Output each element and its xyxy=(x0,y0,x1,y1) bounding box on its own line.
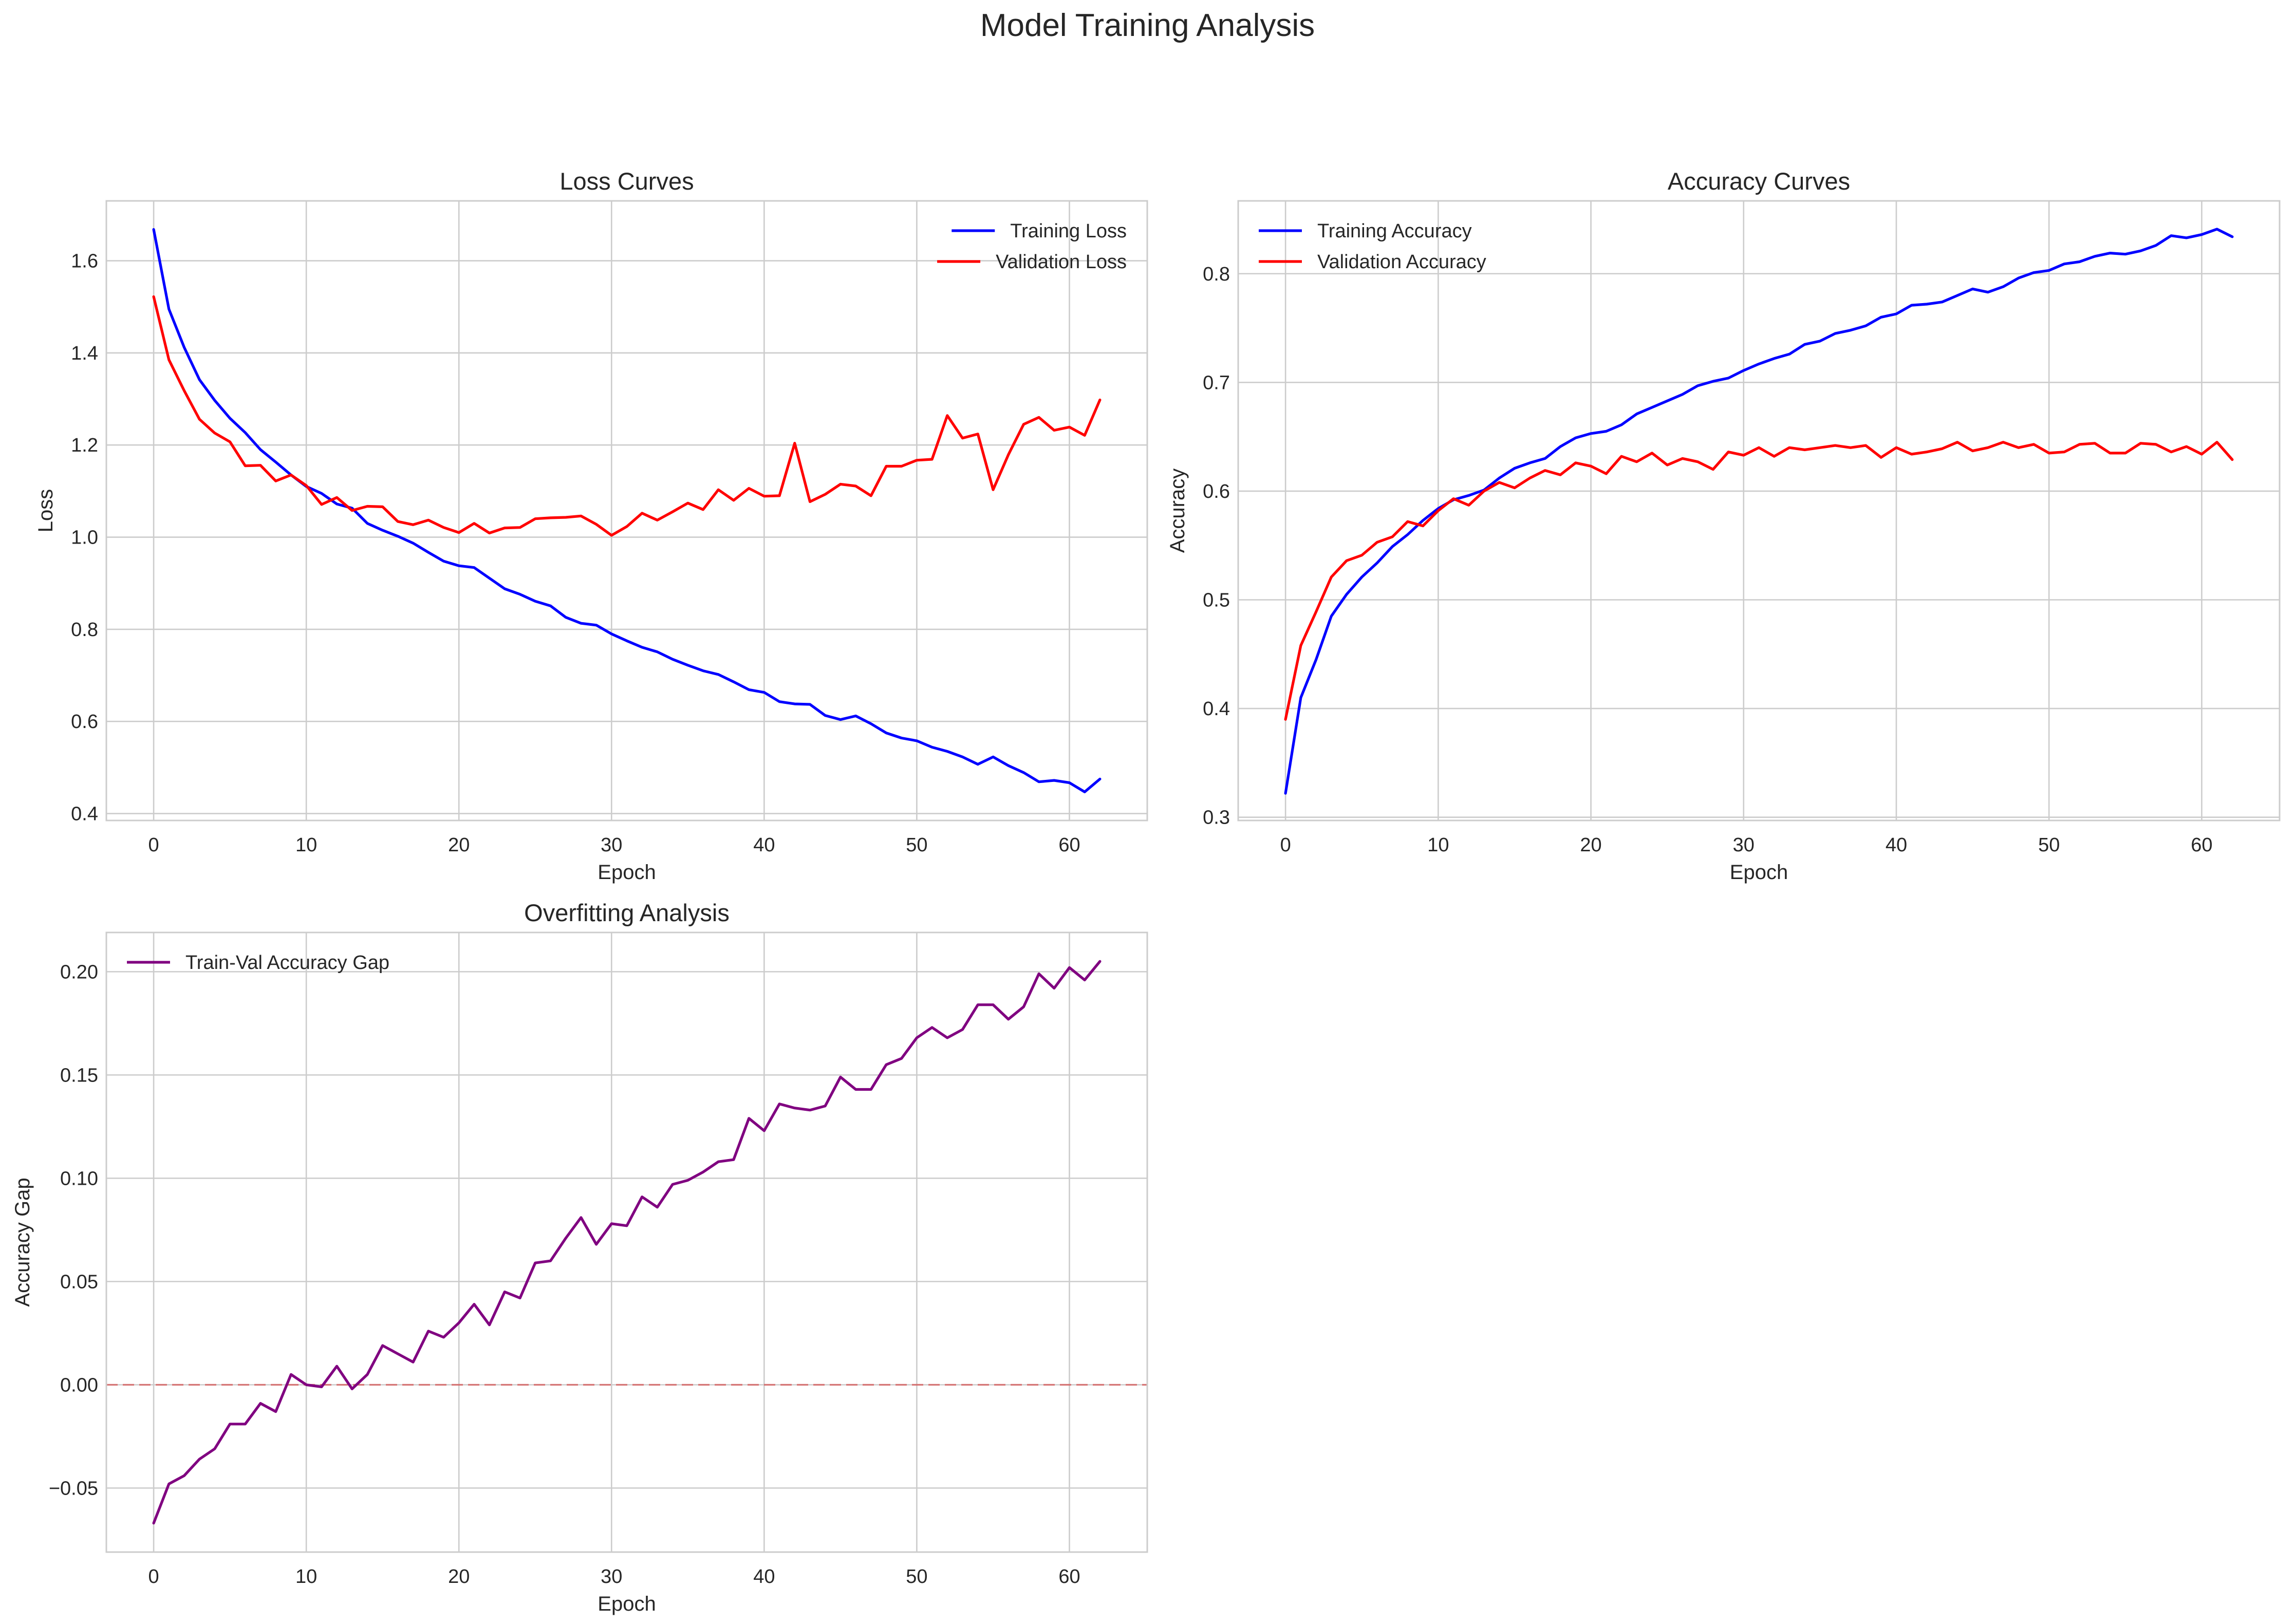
y-tick-label: 0.10 xyxy=(60,1168,98,1189)
axes-title: Loss Curves xyxy=(559,167,694,195)
x-tick-label: 40 xyxy=(1886,834,1907,856)
y-tick-label: 1.2 xyxy=(71,435,98,456)
axes-title: Accuracy Curves xyxy=(1668,167,1850,195)
x-tick-label: 10 xyxy=(295,1566,317,1588)
legend-label: Training Loss xyxy=(1010,220,1127,242)
train-val-accuracy-gap-line xyxy=(152,960,1102,1525)
x-tick-label: 50 xyxy=(906,1566,927,1588)
x-axis-label: Epoch xyxy=(1730,861,1788,884)
y-tick-label: 0.8 xyxy=(71,619,98,641)
x-tick-label: 30 xyxy=(601,1566,622,1588)
plot-area xyxy=(106,201,1147,820)
x-tick-label: 0 xyxy=(148,834,159,856)
y-tick-label: 0.4 xyxy=(71,804,98,825)
y-tick-label: 0.4 xyxy=(1203,698,1230,720)
plot-area xyxy=(1238,201,2280,820)
plot-area xyxy=(106,932,1147,1552)
x-tick-label: 20 xyxy=(1580,834,1601,856)
y-axis-label: Accuracy xyxy=(1166,469,1189,553)
legend-label: Validation Accuracy xyxy=(1317,251,1486,273)
y-tick-label: 0.7 xyxy=(1203,372,1230,394)
y-axis-label: Accuracy Gap xyxy=(11,1178,34,1306)
x-tick-label: 40 xyxy=(753,1566,775,1588)
y-tick-label: 1.4 xyxy=(71,343,98,364)
training-loss-line xyxy=(152,228,1102,794)
x-tick-label: 60 xyxy=(1058,1566,1080,1588)
y-tick-label: 0.5 xyxy=(1203,589,1230,611)
validation-loss-line xyxy=(152,295,1102,537)
legend-label: Validation Loss xyxy=(996,251,1127,273)
y-tick-label: 0.8 xyxy=(1203,264,1230,285)
x-tick-label: 30 xyxy=(601,834,622,856)
y-tick-label: 1.6 xyxy=(71,251,98,272)
x-tick-label: 50 xyxy=(2038,834,2060,856)
y-tick-label: 0.6 xyxy=(1203,481,1230,502)
x-tick-label: 40 xyxy=(753,834,775,856)
legend: Training Accuracy Validation Accuracy xyxy=(1259,220,1486,273)
y-tick-label: −0.05 xyxy=(49,1478,98,1499)
y-tick-label: 0.3 xyxy=(1203,807,1230,829)
figure-title: Model Training Analysis xyxy=(980,8,1315,43)
validation-accuracy-line xyxy=(1284,441,2234,721)
x-axis-label: Epoch xyxy=(598,1593,656,1615)
x-tick-label: 60 xyxy=(2191,834,2212,856)
y-tick-label: 0.20 xyxy=(60,961,98,983)
axes-title: Overfitting Analysis xyxy=(524,899,730,926)
axes-frame xyxy=(105,200,1148,822)
legend: Train-Val Accuracy Gap xyxy=(127,952,389,974)
y-tick-label: 0.05 xyxy=(60,1271,98,1293)
x-tick-label: 50 xyxy=(906,834,927,856)
x-tick-label: 20 xyxy=(448,1566,470,1588)
y-tick-label: 0.6 xyxy=(71,711,98,733)
x-tick-label: 10 xyxy=(295,834,317,856)
legend-label: Training Accuracy xyxy=(1317,220,1472,242)
axes-frame xyxy=(1237,200,2281,822)
y-tick-label: 0.00 xyxy=(60,1374,98,1396)
x-tick-label: 60 xyxy=(1058,834,1080,856)
y-axis-label: Loss xyxy=(34,489,57,533)
x-tick-label: 10 xyxy=(1427,834,1449,856)
legend-label: Train-Val Accuracy Gap xyxy=(185,952,389,974)
x-tick-label: 0 xyxy=(1280,834,1291,856)
x-tick-label: 20 xyxy=(448,834,470,856)
legend: Training Loss Validation Loss xyxy=(937,220,1127,273)
x-axis-label: Epoch xyxy=(598,861,656,884)
y-tick-label: 0.15 xyxy=(60,1065,98,1086)
x-tick-label: 0 xyxy=(148,1566,159,1588)
y-tick-label: 1.0 xyxy=(71,527,98,549)
x-tick-label: 30 xyxy=(1733,834,1755,856)
axes-frame xyxy=(105,931,1148,1553)
